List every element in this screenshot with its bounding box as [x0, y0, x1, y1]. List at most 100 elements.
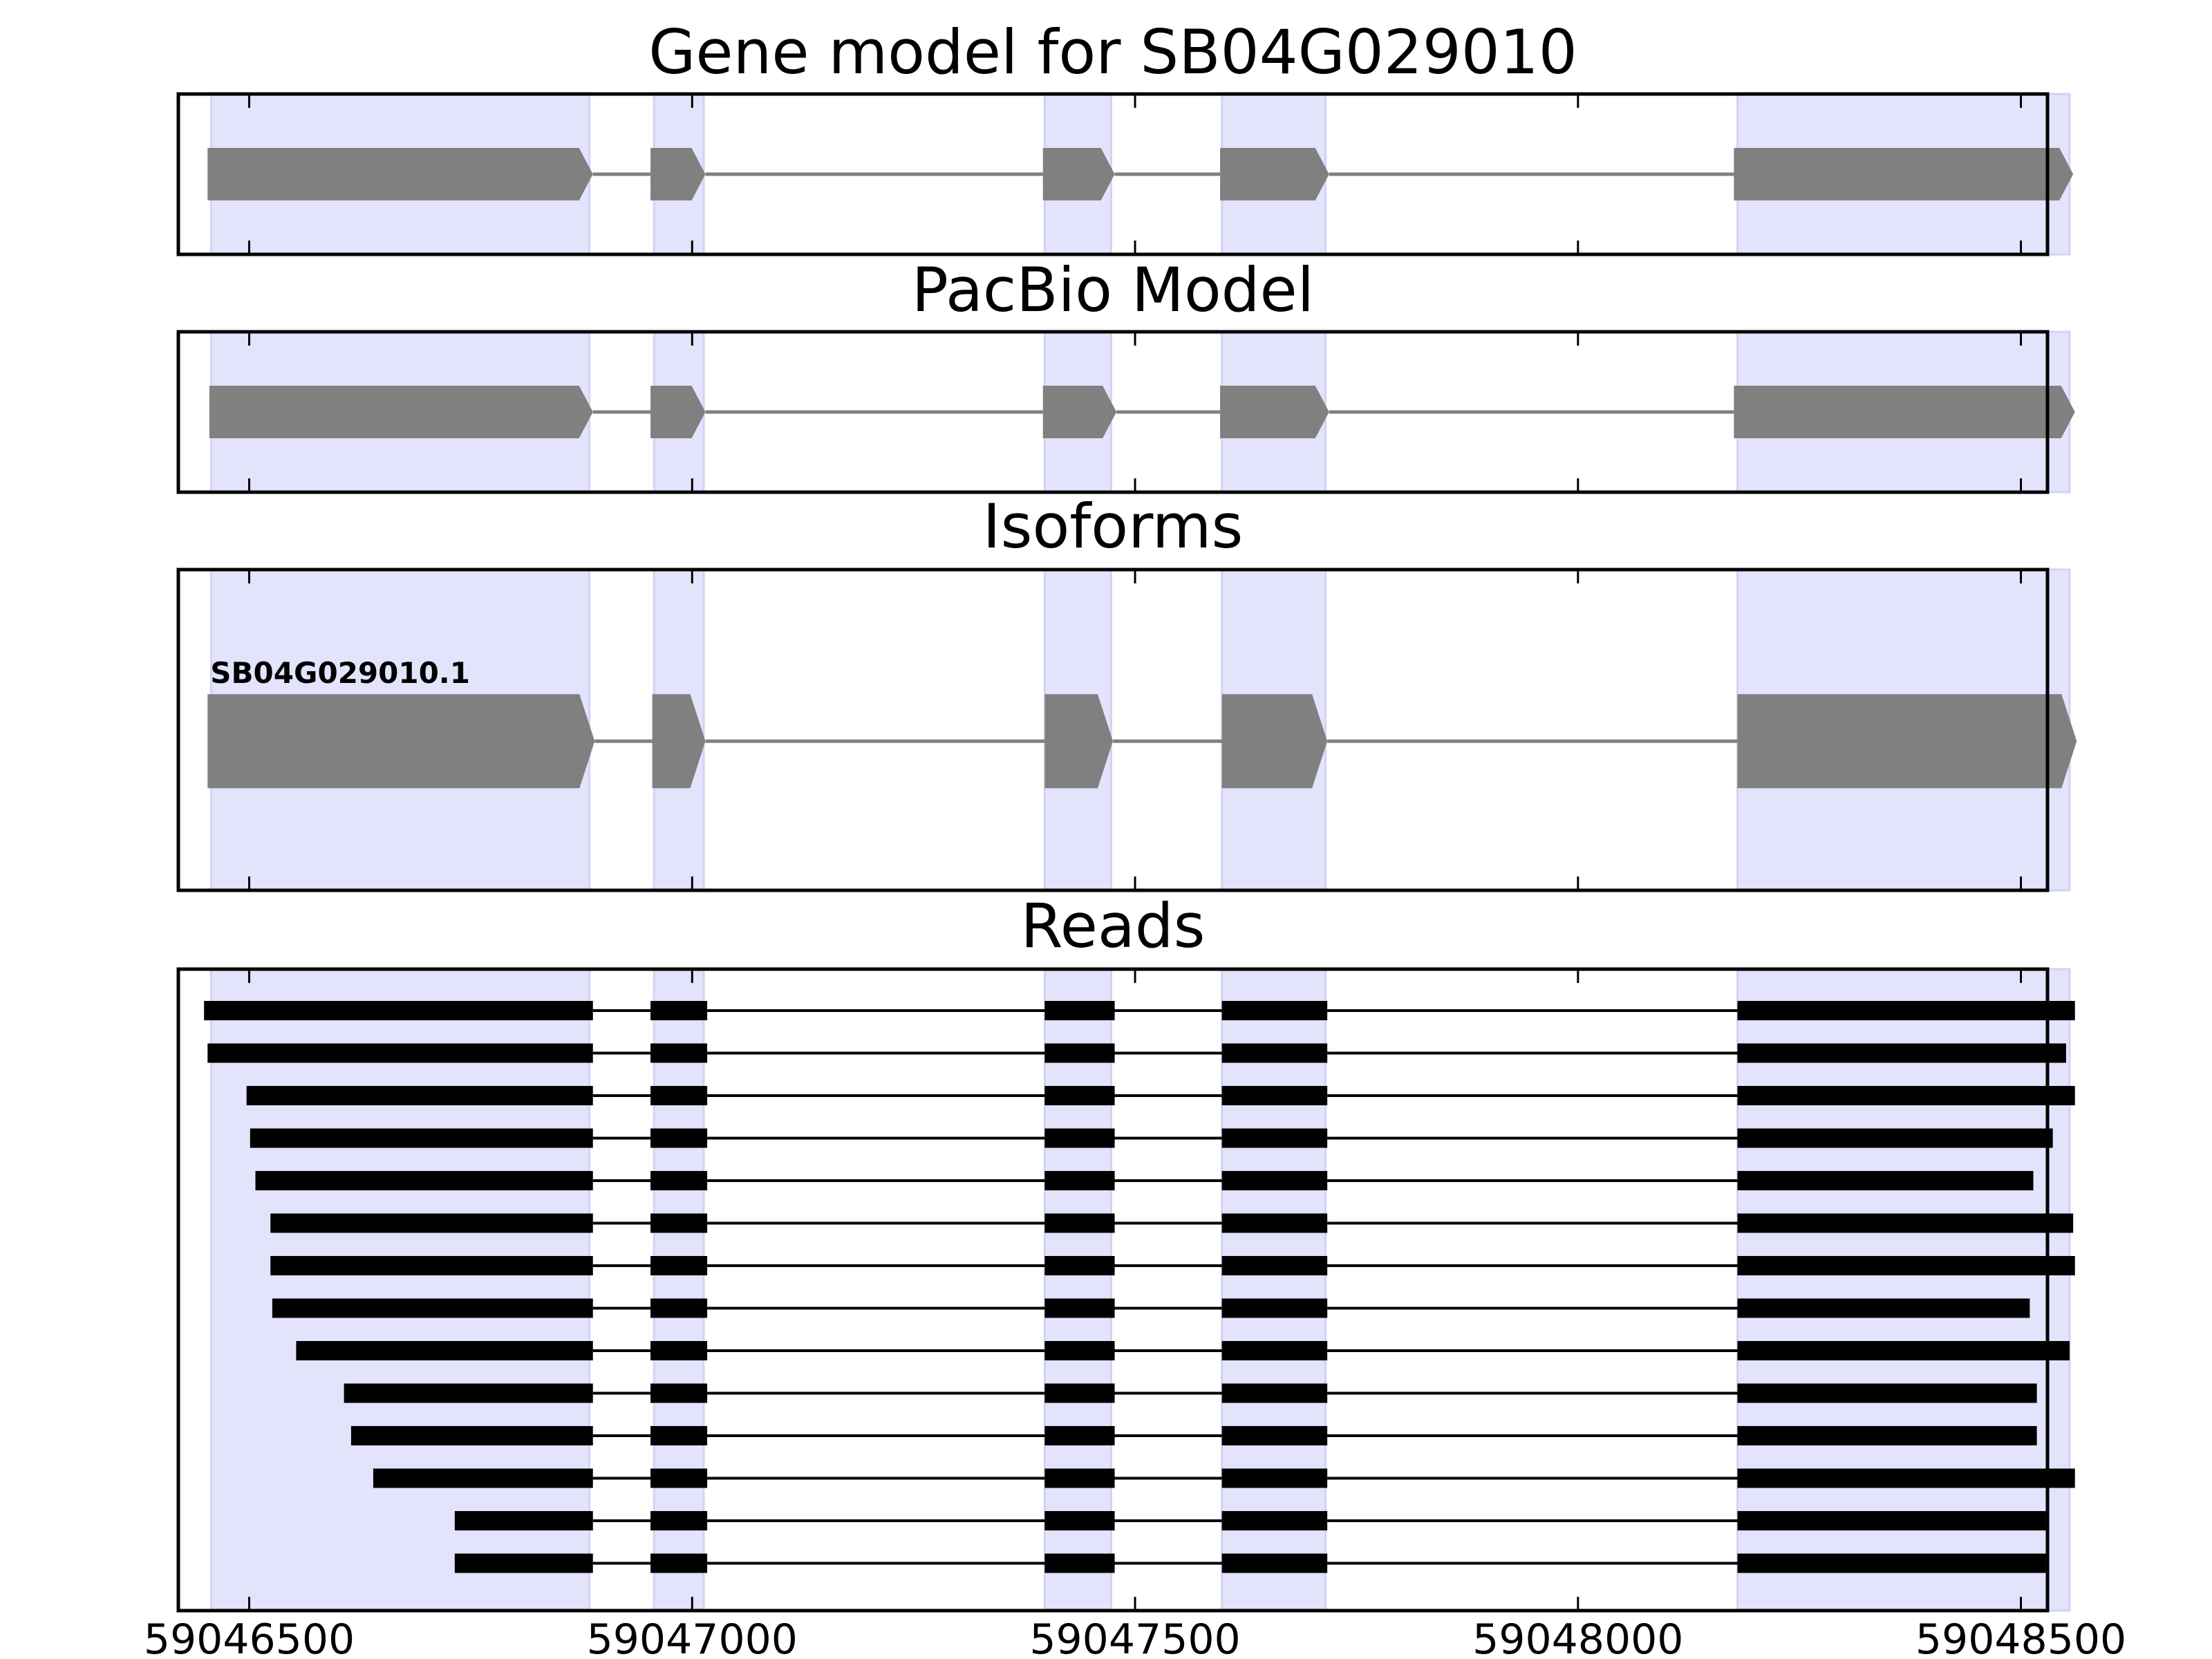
exon-block [650, 386, 706, 438]
read-exon-block [650, 1256, 708, 1275]
read-exon-block [1221, 1001, 1328, 1020]
read-exon-block [1044, 1171, 1115, 1190]
read-exon-block [650, 1213, 708, 1233]
panel-frame [176, 92, 2050, 256]
read-exon-block [1221, 1298, 1328, 1318]
read-row [272, 1298, 2030, 1318]
read-exon-block [1044, 1511, 1115, 1530]
exon-block [1737, 694, 2077, 789]
x-tick-label: 59047500 [1029, 1615, 1240, 1659]
exon-highlight-band [209, 968, 591, 1612]
read-exon-block [650, 1171, 708, 1190]
panel-title: Reads [1021, 890, 1206, 962]
read-exon-block [1044, 1383, 1115, 1403]
read-exon-block [1044, 1468, 1115, 1488]
exon-block [207, 148, 593, 200]
read-row [270, 1213, 2074, 1233]
read-exon-block [1044, 1213, 1115, 1233]
read-exon-block [246, 1086, 593, 1105]
panel-title: PacBio Model [912, 254, 1314, 326]
panel-title: Gene model for SB04G029010 [648, 17, 1577, 88]
read-exon-block [1044, 1553, 1115, 1573]
read-row [207, 1043, 2066, 1063]
x-tick-label: 59047000 [587, 1615, 798, 1659]
read-exon-block [1044, 1043, 1115, 1063]
panel-pacbio-model: PacBio Model [176, 254, 2075, 494]
read-exon-block [1221, 1426, 1328, 1445]
read-exon-block [250, 1128, 593, 1148]
exon-block [209, 386, 593, 438]
read-exon-block [1044, 1086, 1115, 1105]
x-tick-label: 59048500 [1915, 1615, 2126, 1659]
read-exon-block [454, 1511, 593, 1530]
exon-block [1044, 694, 1113, 789]
exon-highlight-band [653, 968, 705, 1612]
read-row [350, 1426, 2037, 1445]
panel-title: Isoforms [983, 491, 1244, 562]
read-exon-block [1221, 1468, 1328, 1488]
read-row [296, 1341, 2070, 1360]
x-axis: 59046500 59047000 59047500 59048000 59048500 [144, 1615, 2126, 1659]
read-exon-block [1044, 1256, 1115, 1275]
read-exon-block [650, 1383, 708, 1403]
exon-block [1042, 148, 1115, 200]
read-exon-block [650, 1298, 708, 1318]
read-exon-block [1221, 1171, 1328, 1190]
read-row [454, 1511, 2046, 1530]
exon-block [1734, 386, 2075, 438]
read-exon-block [270, 1213, 593, 1233]
exon-highlight-band [1736, 968, 2071, 1612]
panel-reads: Reads [176, 890, 2075, 1613]
read-exon-block [1221, 1553, 1328, 1573]
exon-block [1042, 386, 1117, 438]
read-exon-block [344, 1383, 593, 1403]
panel-isoforms: Isoforms SB04G029010.1 [176, 491, 2077, 892]
read-exon-block [1221, 1256, 1328, 1275]
x-tick-label: 59048000 [1472, 1615, 1683, 1659]
panel-frame [176, 568, 2050, 892]
read-exon-block [1737, 1128, 2053, 1148]
read-exon-block [1737, 1468, 2075, 1488]
exon-highlight-band [1221, 968, 1327, 1612]
read-row [344, 1383, 2037, 1403]
read-exon-block [296, 1341, 593, 1360]
read-exon-block [1737, 1298, 2030, 1318]
read-exon-block [1044, 1341, 1115, 1360]
panels-layer: Gene model for SB04G029010 PacBio Model Is… [176, 17, 2077, 1613]
read-row [373, 1468, 2075, 1488]
read-exon-block [1737, 1426, 2037, 1445]
read-exon-block [650, 1511, 708, 1530]
read-row [454, 1553, 2046, 1573]
exon-block [207, 694, 595, 789]
read-exon-block [207, 1043, 593, 1063]
read-row [255, 1171, 2034, 1190]
read-exon-block [650, 1341, 708, 1360]
read-exon-block [373, 1468, 593, 1488]
read-exon-block [1737, 1511, 2046, 1530]
read-exon-block [1737, 1256, 2075, 1275]
panel-frame [176, 330, 2050, 494]
exon-block [1220, 386, 1329, 438]
read-row [246, 1086, 2075, 1105]
read-exon-block [650, 1001, 708, 1020]
read-exon-block [272, 1298, 593, 1318]
exon-block [652, 694, 706, 789]
read-exon-block [650, 1128, 708, 1148]
read-exon-block [1737, 1086, 2075, 1105]
read-exon-block [650, 1468, 708, 1488]
exon-block [1221, 694, 1328, 789]
panel-frame [176, 967, 2050, 1613]
read-exon-block [1737, 1383, 2037, 1403]
read-exon-block [1221, 1043, 1328, 1063]
read-exon-block [1737, 1171, 2034, 1190]
read-exon-block [1737, 1553, 2046, 1573]
read-exon-block [1221, 1213, 1328, 1233]
read-row [270, 1256, 2075, 1275]
read-row [250, 1128, 2053, 1148]
read-exon-block [1221, 1128, 1328, 1148]
read-exon-block [1737, 1043, 2066, 1063]
read-exon-block [1221, 1511, 1328, 1530]
panel-gene-model: Gene model for SB04G029010 [176, 17, 2074, 256]
read-exon-block [650, 1553, 708, 1573]
